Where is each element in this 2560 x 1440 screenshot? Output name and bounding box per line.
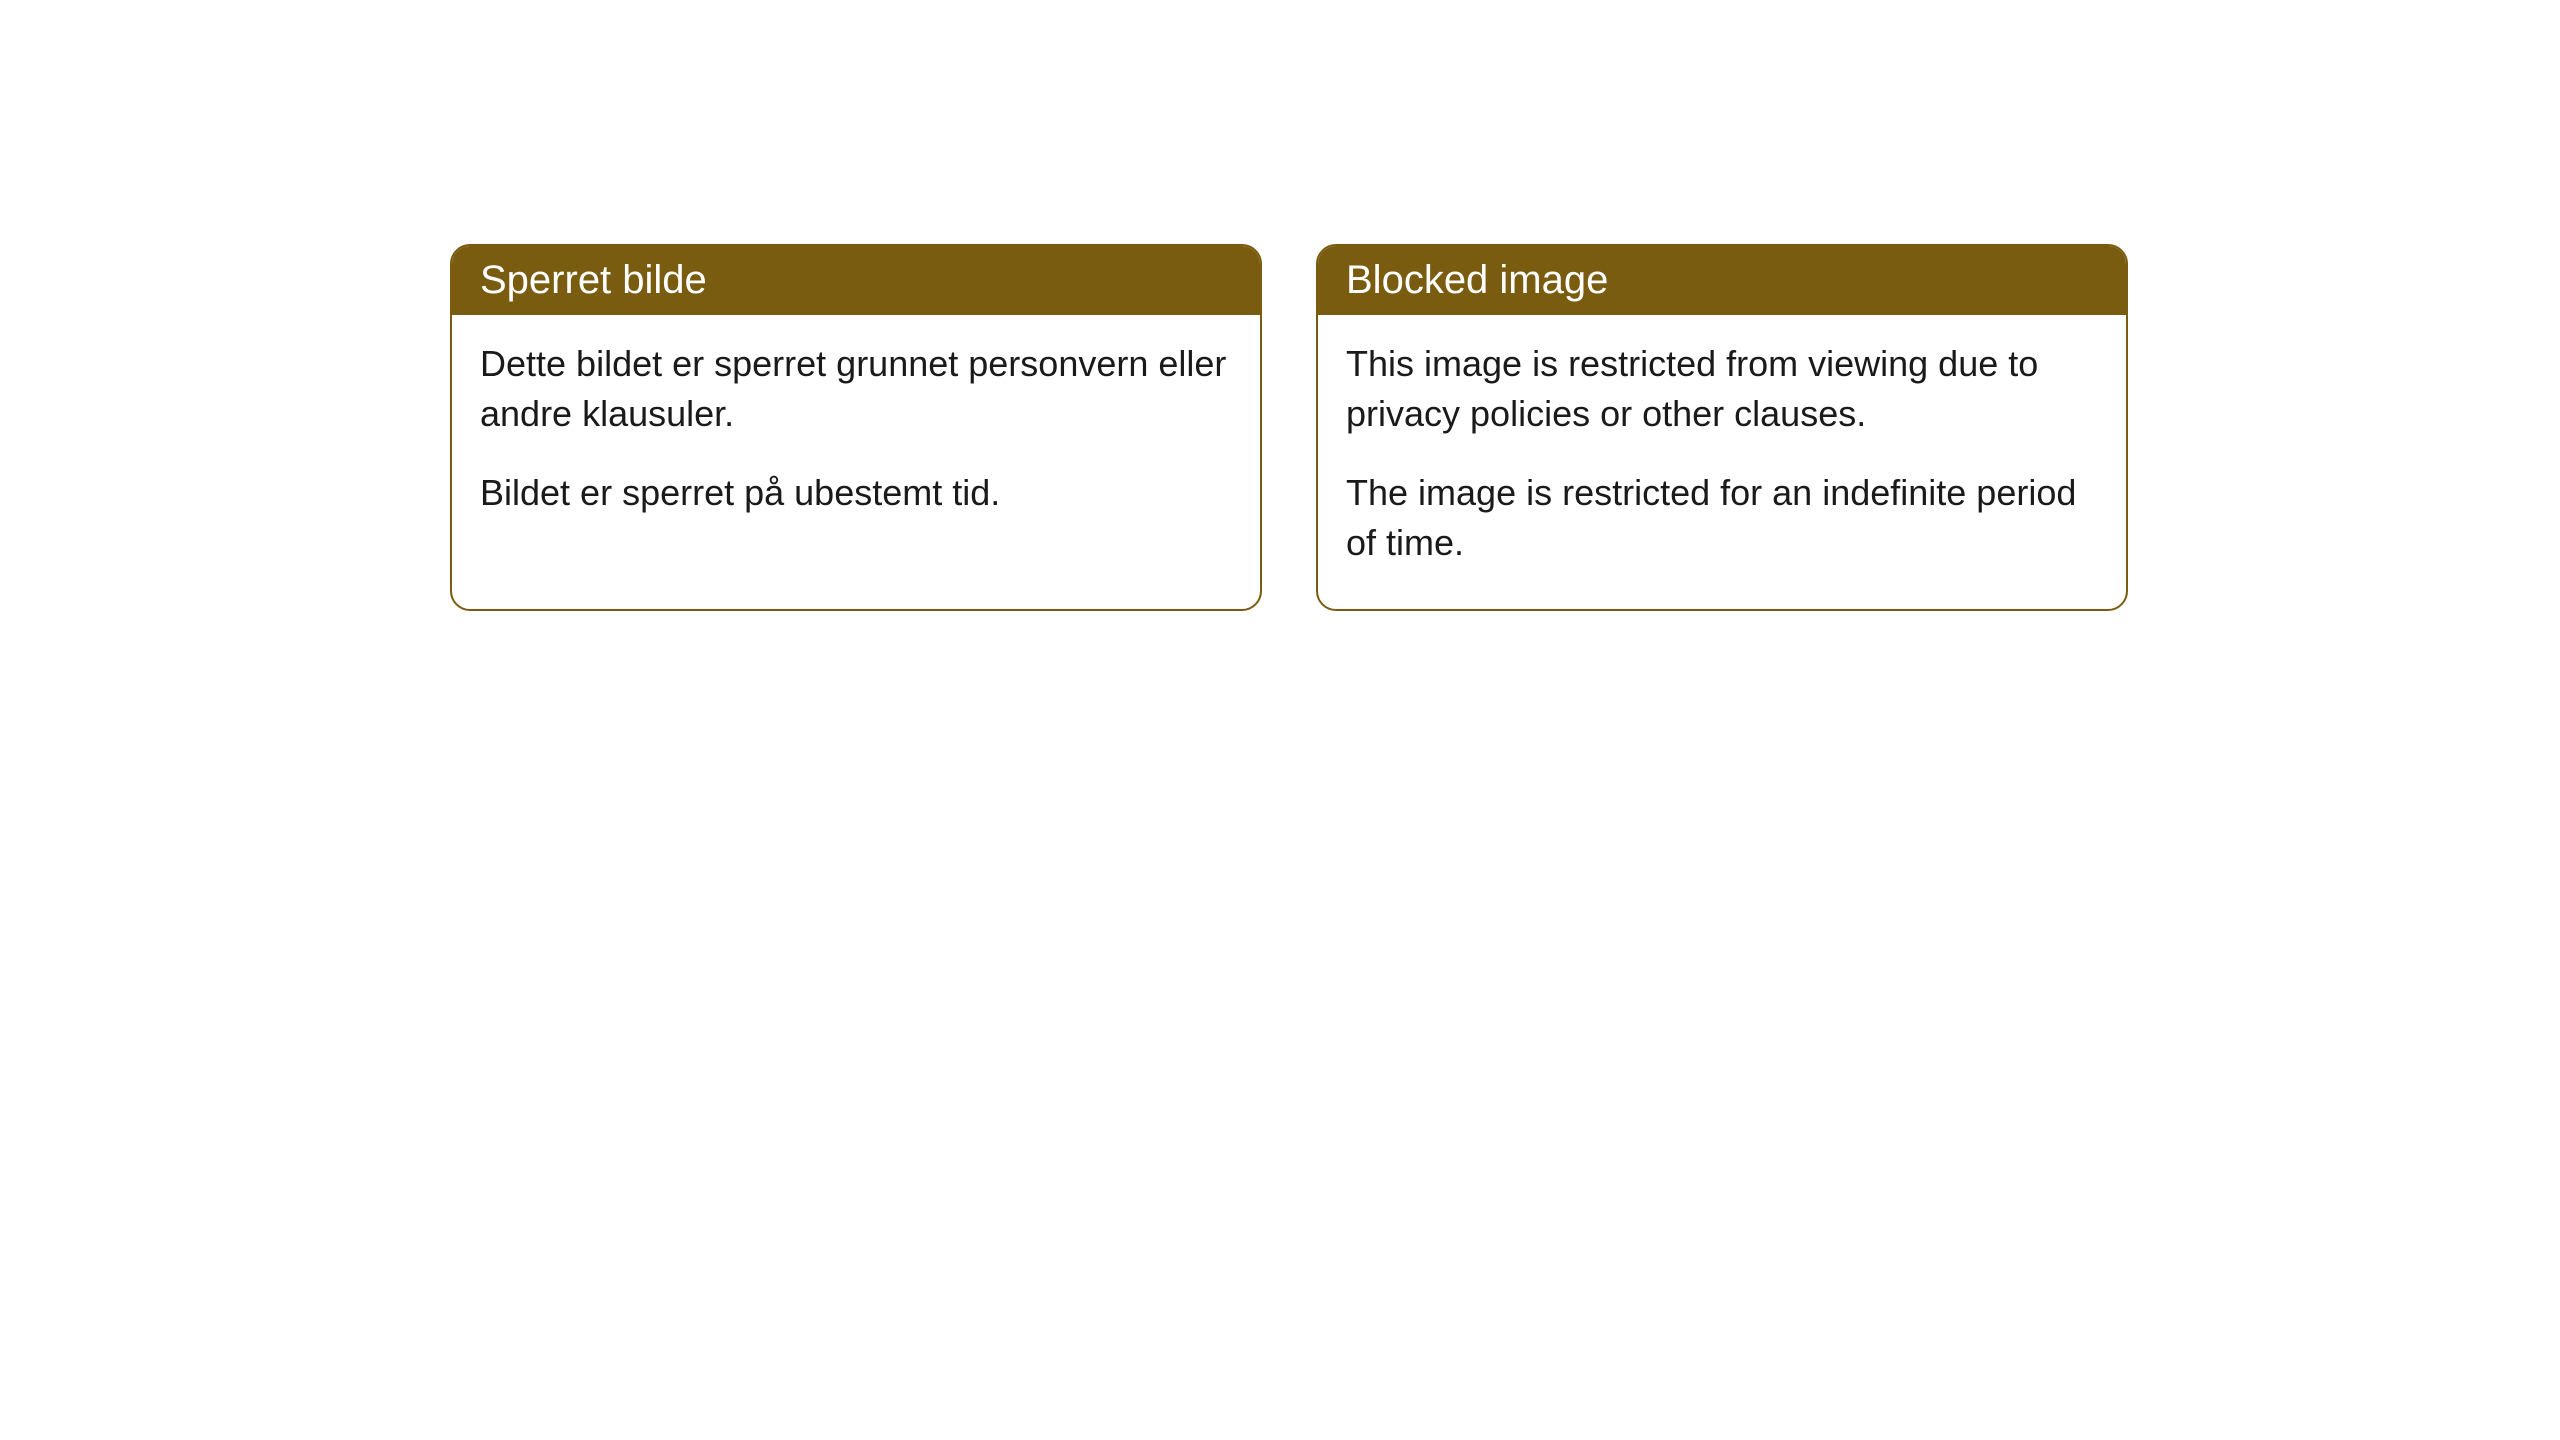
notice-card-norwegian: Sperret bilde Dette bildet er sperret gr… (450, 244, 1262, 611)
card-header-english: Blocked image (1318, 246, 2126, 315)
notice-paragraph: Dette bildet er sperret grunnet personve… (480, 339, 1232, 440)
notice-paragraph: Bildet er sperret på ubestemt tid. (480, 468, 1232, 518)
notice-paragraph: This image is restricted from viewing du… (1346, 339, 2098, 440)
card-body-norwegian: Dette bildet er sperret grunnet personve… (452, 315, 1260, 558)
card-body-english: This image is restricted from viewing du… (1318, 315, 2126, 609)
notice-card-english: Blocked image This image is restricted f… (1316, 244, 2128, 611)
notice-cards-container: Sperret bilde Dette bildet er sperret gr… (450, 244, 2128, 611)
notice-paragraph: The image is restricted for an indefinit… (1346, 468, 2098, 569)
card-header-norwegian: Sperret bilde (452, 246, 1260, 315)
